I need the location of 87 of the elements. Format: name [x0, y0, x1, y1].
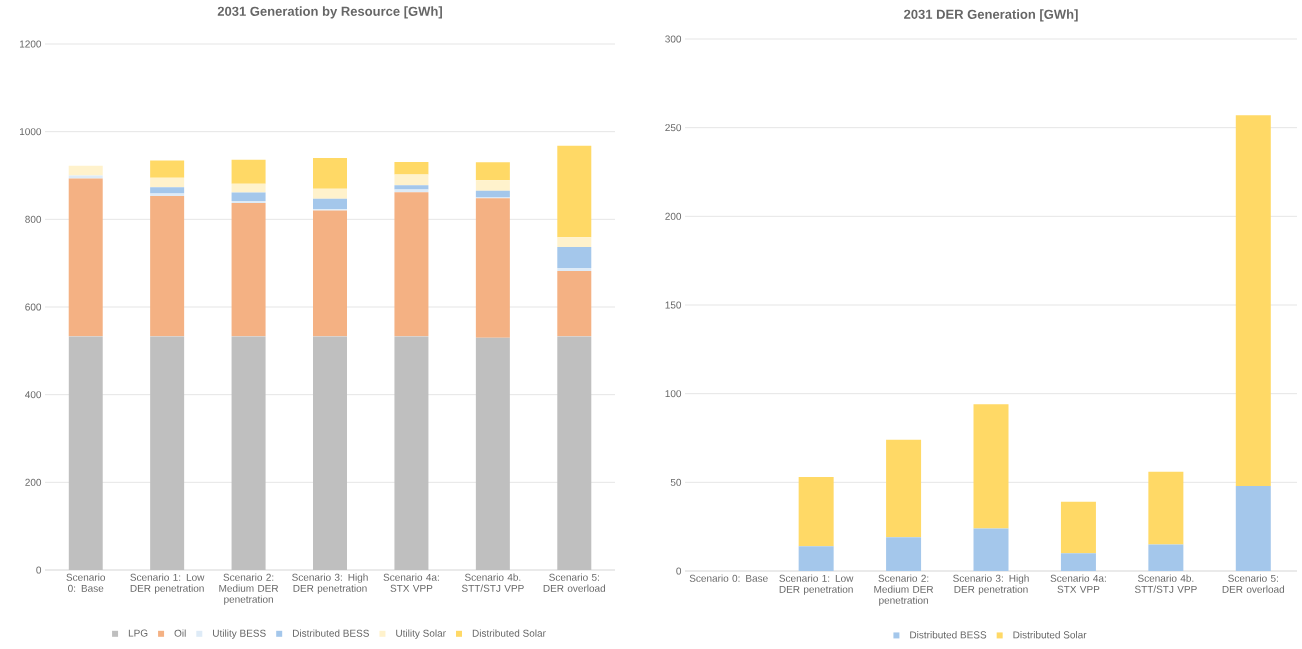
bar	[68, 178, 103, 337]
y-tick-label: 100	[665, 390, 682, 398]
bar	[1148, 544, 1184, 571]
legend-label: Utility Solar	[396, 629, 446, 639]
bar	[313, 188, 347, 199]
legend-label: Distributed Solar	[1013, 631, 1087, 639]
bar	[475, 162, 510, 181]
y-tick-label: 200	[25, 478, 42, 486]
x-tick-label: Scenario 3: High DER penetration	[292, 573, 368, 594]
y-tick-label: 0	[676, 567, 682, 575]
legend-label: LPG	[128, 629, 148, 637]
legend-label: Distributed BESS	[910, 631, 987, 639]
x-tick-label: Scenario 1: Low DER penetration	[130, 573, 205, 594]
legend-label: Distributed Solar	[472, 629, 546, 637]
bar	[150, 336, 185, 570]
bar	[313, 336, 347, 570]
x-tick-label: Scenario 2: Medium DER penetration	[874, 574, 934, 606]
x-tick-label: Scenario 5: DER overload	[1222, 574, 1285, 593]
bar	[475, 337, 510, 570]
y-tick-label: 400	[25, 391, 42, 399]
x-tick-label: Scenario 4a: STX VPP	[383, 573, 439, 592]
chart-title: 2031 DER Generation [GWh]	[904, 9, 1078, 22]
y-tick-label: 1200	[19, 40, 42, 48]
bar	[68, 165, 103, 176]
x-tick-label: Scenario 1: Low DER penetration	[779, 574, 854, 595]
bar	[557, 336, 592, 570]
y-tick-label: 200	[665, 212, 682, 220]
bar	[313, 157, 347, 189]
bar	[231, 203, 266, 337]
bar	[1060, 501, 1096, 554]
bar	[475, 198, 510, 338]
bar	[150, 187, 185, 194]
bar	[394, 336, 429, 570]
bar	[973, 528, 1009, 571]
bar	[798, 546, 834, 571]
bar	[68, 336, 103, 570]
y-tick-label: 150	[665, 301, 682, 309]
bar	[394, 185, 429, 190]
y-tick-label: 300	[665, 35, 682, 43]
bar	[313, 198, 347, 210]
bar	[557, 271, 592, 337]
bar	[394, 174, 429, 186]
bar	[231, 200, 266, 204]
x-tick-label: Scenario 5: DER overload	[543, 573, 606, 592]
bar	[1060, 553, 1096, 571]
y-tick-label: 800	[25, 215, 42, 223]
bar	[1235, 485, 1271, 571]
bar	[231, 183, 266, 193]
x-tick-label: Scenario 4b. STT/STJ VPP	[1134, 574, 1197, 593]
legend-label: Distributed BESS	[293, 629, 369, 637]
bar	[557, 267, 592, 272]
bar	[557, 246, 592, 268]
bar	[394, 192, 429, 337]
bar	[231, 336, 266, 570]
bar	[231, 192, 266, 201]
bar	[150, 196, 185, 337]
bar	[150, 160, 185, 178]
bar	[1148, 471, 1184, 545]
x-tick-label: Scenario 4b. STT/STJ VPP	[461, 573, 524, 592]
x-tick-label: Scenario 0: Base	[689, 574, 768, 582]
x-tick-label: Scenario 0: Base	[66, 573, 106, 592]
y-tick-label: 250	[665, 124, 682, 132]
bar	[150, 193, 185, 197]
y-tick-label: 0	[36, 566, 42, 574]
bar	[475, 190, 510, 198]
legend-label: Oil	[174, 629, 186, 637]
bar	[886, 439, 922, 538]
bar	[886, 537, 922, 571]
y-tick-label: 50	[670, 478, 682, 486]
chart-title: 2031 Generation by Resource [GWh]	[217, 6, 442, 19]
bar	[557, 145, 592, 238]
bar	[973, 404, 1009, 529]
bar	[1235, 115, 1271, 486]
x-tick-label: Scenario 4a: STX VPP	[1050, 574, 1106, 593]
y-tick-label: 1000	[19, 128, 42, 136]
bar	[68, 175, 103, 179]
bar	[798, 477, 834, 547]
bar	[475, 180, 510, 191]
bar	[150, 177, 185, 188]
bar	[313, 210, 347, 337]
x-tick-label: Scenario 2: Medium DER penetration	[219, 573, 279, 605]
x-tick-label: Scenario 3: High DER penetration	[953, 574, 1029, 595]
y-tick-label: 600	[25, 303, 42, 311]
legend-label: Utility BESS	[213, 629, 266, 639]
bar	[231, 159, 266, 184]
bar	[557, 237, 592, 247]
bar	[394, 161, 429, 175]
